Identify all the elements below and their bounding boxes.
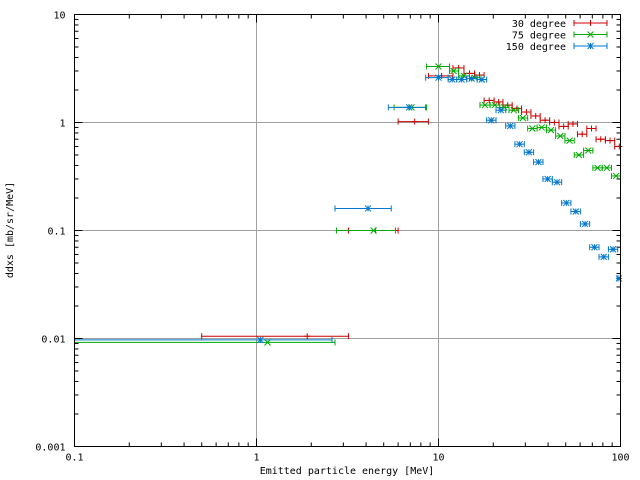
series-75-degree [74, 63, 621, 346]
data-point-75-degree [601, 164, 612, 172]
data-point-30-degree [576, 131, 588, 138]
data-point-30-degree [604, 137, 616, 144]
data-point-75-degree [517, 114, 529, 122]
data-point-150-degree [74, 336, 333, 344]
data-point-150-degree [523, 148, 535, 156]
x-tick-label: 10 [432, 453, 444, 464]
data-point-150-degree [579, 220, 591, 228]
x-tick-label: 0.1 [65, 453, 83, 464]
data-point-75-degree [573, 151, 585, 159]
data-point-30-degree [201, 333, 349, 340]
data-point-75-degree [583, 147, 594, 154]
data-point-75-degree [610, 172, 621, 180]
data-point-30-degree [521, 109, 532, 116]
data-point-150-degree [495, 106, 507, 114]
y-tick-label: 0.01 [41, 335, 65, 346]
data-point-75-degree [508, 106, 519, 114]
plot-frame [74, 14, 621, 447]
series-150-degree [74, 74, 623, 344]
data-point-30-degree [567, 120, 578, 127]
data-point-75-degree [536, 124, 547, 131]
data-point-150-degree [476, 76, 488, 83]
data-point-150-degree [456, 76, 468, 83]
data-point-150-degree [334, 205, 392, 212]
x-tick-label: 100 [611, 453, 629, 464]
data-point-150-degree [387, 104, 427, 111]
data-point-150-degree [542, 175, 553, 183]
grid-lines [74, 14, 621, 447]
data-point-75-degree [527, 125, 538, 132]
data-point-150-degree [607, 245, 619, 253]
data-point-150-degree [561, 199, 572, 207]
legend-entry-75-degree: 75 degree [512, 31, 608, 42]
legend-label: 150 degree [506, 42, 566, 53]
data-point-150-degree [505, 122, 516, 130]
data-point-30-degree [530, 112, 541, 119]
data-point-30-degree [549, 119, 560, 126]
data-point-150-degree [425, 74, 449, 82]
x-axis-label: Emitted particle energy [MeV] [260, 466, 435, 477]
data-point-150-degree [598, 253, 609, 261]
y-tick-label: 0.001 [35, 443, 65, 454]
data-point-150-degree [615, 275, 623, 282]
data-point-150-degree [589, 243, 600, 251]
legend-label: 30 degree [512, 19, 566, 30]
data-point-150-degree [447, 76, 458, 83]
data-point-30-degree [614, 143, 623, 150]
data-point-150-degree [570, 208, 581, 215]
y-tick-label: 0.1 [47, 227, 65, 238]
legend-entry-30-degree: 30 degree [512, 19, 608, 30]
data-series [74, 63, 623, 346]
data-point-150-degree [551, 178, 563, 186]
data-point-75-degree [555, 132, 566, 140]
y-tick-label: 10 [53, 11, 65, 22]
data-point-75-degree [335, 227, 396, 234]
data-point-150-degree [486, 116, 497, 124]
data-point-30-degree [558, 123, 569, 130]
axis-ticks: 0.1 1 10 100 0.001 0.01 0.1 1 10 [35, 11, 629, 464]
data-point-150-degree [533, 158, 544, 166]
data-point-75-degree [449, 67, 460, 75]
y-tick-label: 1 [59, 119, 65, 130]
y-axis-label: ddxs [mb/sr/MeV] [5, 182, 16, 278]
data-point-75-degree [479, 101, 491, 109]
data-point-75-degree [592, 164, 603, 172]
data-point-75-degree [545, 126, 557, 134]
legend-label: 75 degree [512, 31, 566, 42]
series-30-degree [201, 64, 623, 340]
data-point-30-degree [397, 118, 429, 125]
data-point-75-degree [564, 137, 575, 144]
data-point-30-degree [586, 125, 597, 132]
data-point-30-degree [595, 136, 606, 143]
x-tick-label: 1 [253, 453, 259, 464]
legend-entry-150-degree: 150 degree [506, 42, 608, 53]
data-point-150-degree [514, 140, 525, 148]
